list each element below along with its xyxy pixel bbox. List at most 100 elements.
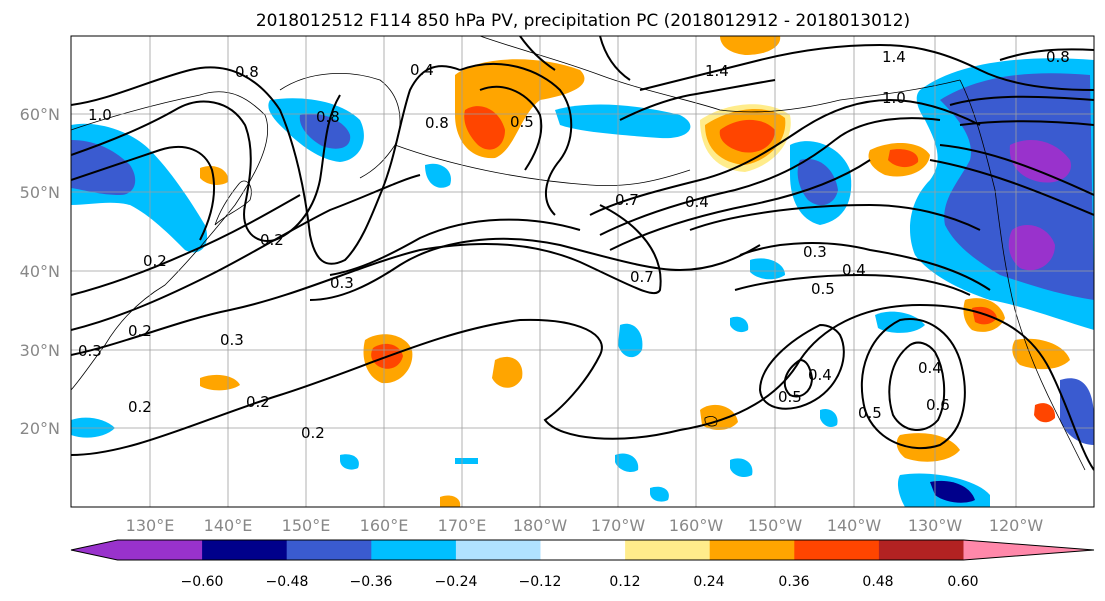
shade-darkblue-nepac [797,159,838,206]
colorbar-segment [455,540,541,560]
colorbar-tick-label: 0.48 [862,574,893,590]
shade-blue-sub-6 [615,453,639,473]
lon-labels: 130°E 140°E 150°E 160°E 170°E 180°W 170°… [126,516,1044,535]
map-panel: 1.0 0.8 0.2 0.2 0.3 0.3 0.2 0.2 0.2 0.3 … [70,35,1095,508]
shade-orange-south-3 [492,356,523,388]
colorbar [70,539,1095,561]
contour-label: 0.4 [842,261,866,279]
colorbar-tick-label: −0.48 [266,574,309,590]
contour-line [459,62,573,216]
colorbar-extend-low [71,540,118,560]
lon-label: 160°W [669,516,724,535]
contour-line [71,65,461,265]
shade-darkblue-kamchatka [299,113,351,149]
shade-red-goa [719,119,775,153]
contour-label: 0.3 [803,243,827,261]
lat-label: 20°N [20,419,60,438]
contour-line [734,273,971,296]
contour-label: 0.8 [1046,48,1070,66]
contour-label: 1.4 [882,48,906,66]
contour-line [71,194,301,296]
contour-line [519,36,556,71]
contour-line [609,159,871,251]
colorbar-segment [286,540,372,560]
contour-line [758,323,845,410]
contour-label: 0.3 [220,331,244,349]
contour-line [71,145,216,241]
lon-label: 150°W [748,516,803,535]
shade-blue-sub-12 [455,458,478,464]
contour-label: 0.8 [235,63,259,81]
coast-na-west [959,79,1086,471]
contour-label: 0.8 [425,114,449,132]
colorbar-tick-label: 0.60 [947,574,978,590]
contour-label: 1.0 [882,89,906,107]
colorbar-segment [878,540,964,560]
contour-line [599,36,631,81]
shade-blue-sub-2 [750,258,785,280]
contour-line [71,174,421,331]
contour-line [999,48,1094,61]
contour-label: 0.3 [78,342,102,360]
gridlines [71,36,1094,507]
colorbar-tick-label: −0.60 [181,574,224,590]
contour-line [739,242,991,291]
contour-line [959,120,1094,126]
colorbar-tick-label: 0.12 [609,574,640,590]
contour-label: 1.4 [705,62,729,80]
contour-line [639,43,1094,91]
colorbar-tick-label: 0.24 [693,574,724,590]
colorbar-segment [371,540,457,560]
contour-line [71,204,662,356]
contour-line [599,117,941,236]
coast-kamchatka [279,73,401,179]
contour-label: 0.8 [316,108,340,126]
pv-contours [71,36,1094,471]
lon-label: 180°W [513,516,568,535]
contour-line [71,303,1094,471]
lat-label: 40°N [20,262,60,281]
lat-labels: 60°N 50°N 40°N 30°N 20°N [20,105,60,438]
shade-blue-sub-10 [730,316,749,333]
contour-line [939,144,1094,196]
contour-line [71,94,341,242]
lon-label: 130°E [126,516,175,535]
contour-line [860,318,966,450]
shade-blue-bering [555,104,691,139]
shade-blue-sub-11 [650,486,669,502]
map-frame [70,35,1095,508]
lon-label: 140°W [827,516,882,535]
contour-label: 0.7 [630,268,654,286]
shading-layer [71,36,1094,507]
contour-label: 0.5 [811,280,835,298]
contour-label: 0.4 [808,366,832,384]
shade-darkblue-west [71,140,136,195]
colorbar-segment [625,540,711,560]
colorbar-tick-label: −0.36 [350,574,393,590]
contour-label: 0.2 [128,398,152,416]
colorbar-segment [709,540,795,560]
contour-line [783,358,814,398]
contour-label: 0.2 [246,393,270,411]
shade-purple-coast-1 [1009,140,1071,183]
contour-line [949,95,1094,106]
contour-labels: 1.0 0.8 0.2 0.2 0.3 0.3 0.2 0.2 0.2 0.3 … [78,48,1070,442]
colorbar-segment [117,540,203,560]
shade-blue-small-1 [425,163,451,188]
colorbar-tick-label: −0.12 [519,574,562,590]
contour-line [929,159,1094,216]
contour-label: 1.0 [88,106,112,124]
contour-label: 0.5 [510,113,534,131]
lat-label: 60°N [20,105,60,124]
contour-line [309,237,761,301]
contour-label: 0.3 [330,274,354,292]
contour-label: 0.2 [301,424,325,442]
contour-line [479,85,543,171]
contour-label: 0.5 [778,388,802,406]
colorbar-tick-label: 0.36 [778,574,809,590]
lon-label: 140°E [204,516,253,535]
shade-blue-sub-1 [618,323,643,358]
coast-alaska [479,36,961,113]
lat-label: 50°N [20,183,60,202]
contour-label: 0.4 [918,359,942,377]
